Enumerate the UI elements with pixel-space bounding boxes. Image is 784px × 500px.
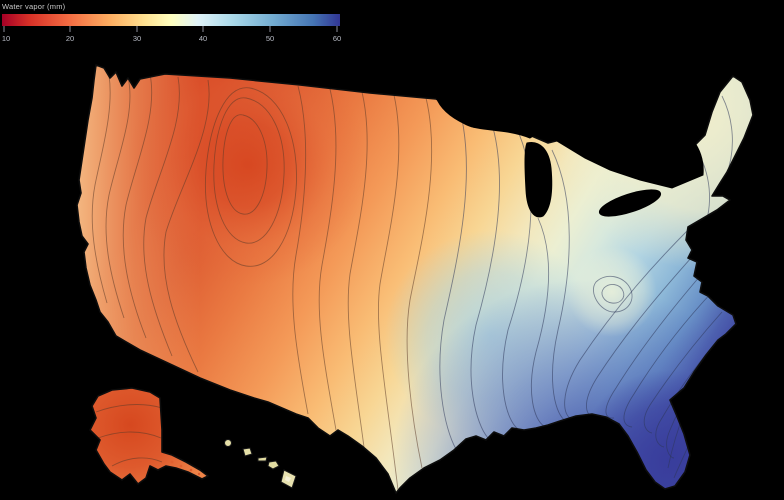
colorbar-tick-label: 40 — [199, 34, 207, 43]
colorbar-tick-label: 20 — [66, 34, 74, 43]
colorbar-title: Water vapor (mm) — [2, 2, 66, 11]
island-maui — [267, 460, 280, 470]
contiguous-us-map — [76, 64, 754, 494]
colorbar-tick-label: 30 — [133, 34, 141, 43]
island-kauai — [224, 439, 232, 447]
lake-superior — [435, 96, 541, 139]
colorbar-tick-label: 10 — [2, 34, 10, 43]
aleutian-islands — [170, 460, 201, 476]
colorbar-ticks: 10 20 30 40 50 60 — [2, 26, 341, 43]
island-oahu — [242, 447, 253, 457]
water-vapor-field — [77, 65, 753, 493]
hawaii-inset — [224, 439, 297, 489]
contour-lines-west — [91, 73, 433, 491]
island-hawaii-summit — [285, 476, 291, 482]
island-molokai — [257, 456, 268, 462]
colorbar-legend: Water vapor (mm) 10 20 30 40 50 60 — [2, 2, 341, 43]
lake-michigan — [524, 141, 553, 218]
great-lakes — [435, 96, 704, 218]
colorbar-tick-label: 60 — [333, 34, 341, 43]
lake-ontario — [655, 163, 697, 181]
lake-erie — [598, 189, 662, 217]
colorbar-tick-label: 50 — [266, 34, 274, 43]
alaska-inset — [89, 387, 209, 485]
colorbar-gradient — [2, 14, 340, 26]
